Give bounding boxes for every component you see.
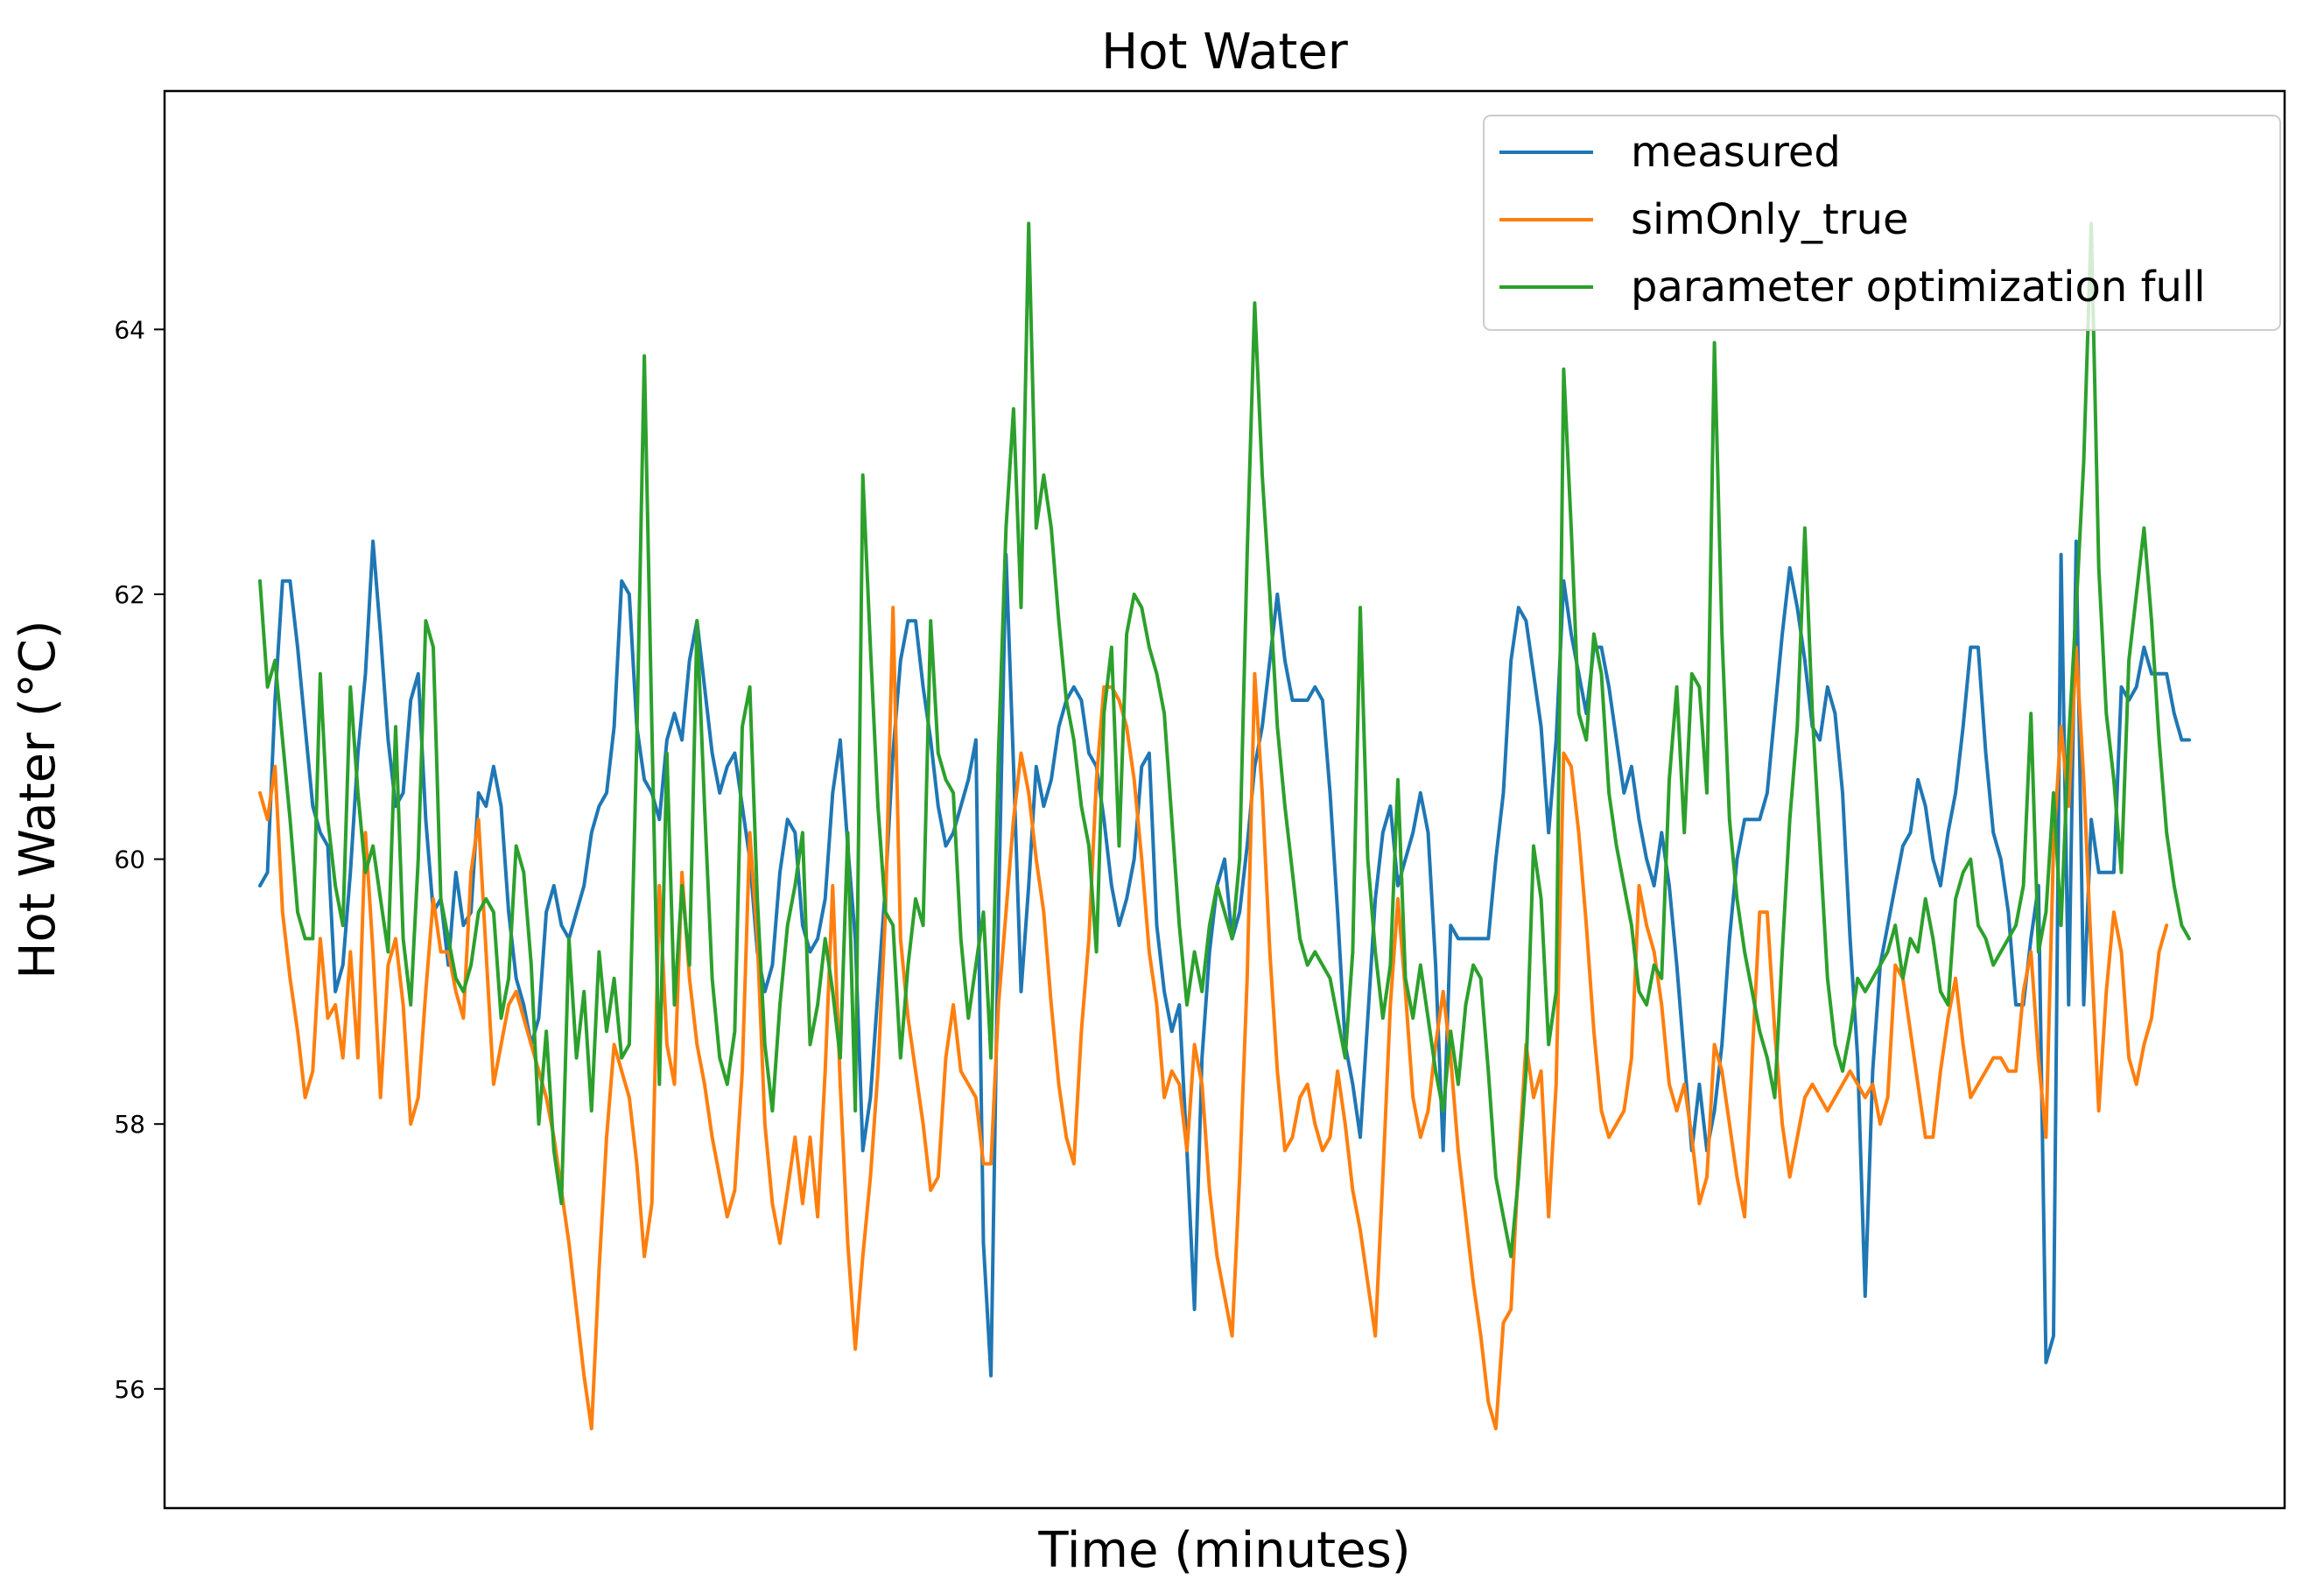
- y-axis-ticks: 56 58 60 62 64: [114, 315, 165, 1404]
- series-line-simonly-true: [258, 606, 2169, 1431]
- plot-frame: [163, 89, 2286, 1510]
- y-axis-label: Hot Water (°C): [10, 620, 67, 979]
- y-tick-label: 58: [114, 1110, 145, 1139]
- series-layer: [258, 221, 2191, 1431]
- x-axis-label: Time (minutes): [1037, 1522, 1410, 1579]
- y-tick-label: 62: [114, 580, 145, 609]
- series-line-measured: [258, 539, 2191, 1378]
- legend-box: [1483, 115, 2281, 331]
- y-tick-label: 60: [114, 846, 145, 874]
- y-tick-label: 56: [114, 1375, 145, 1404]
- legend-items: measured simOnly_true parameter optimizati…: [1499, 128, 2206, 312]
- legend: measured simOnly_true parameter optimizati…: [1483, 115, 2281, 331]
- legend-label: measured: [1631, 128, 1841, 177]
- legend-label: simOnly_true: [1631, 195, 1909, 244]
- legend-label: parameter optimization full: [1631, 263, 2206, 312]
- y-tick-label: 64: [114, 315, 145, 344]
- series-line-parameter-optimization-full: [258, 221, 2191, 1259]
- chart-title: Hot Water: [1101, 24, 1349, 81]
